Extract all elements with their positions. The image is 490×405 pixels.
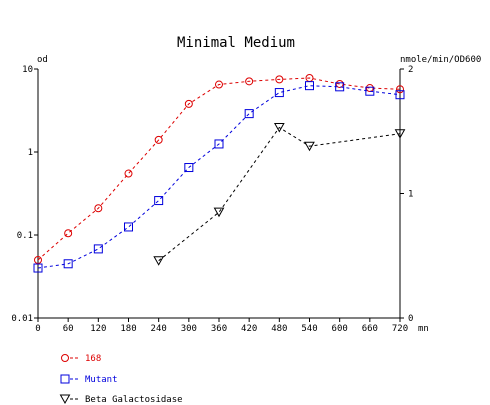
right-axis-unit-label: nmole/min/OD600 [400, 55, 481, 65]
data-point-square [93, 244, 103, 254]
left-tick-label: 0.01 [11, 314, 33, 324]
data-point-square [124, 222, 133, 232]
data-point-square [244, 109, 254, 119]
left-tick-label: 1 [28, 148, 33, 158]
x-tick-label: 120 [90, 324, 106, 334]
data-point-square [154, 196, 164, 206]
x-tick-label: 660 [362, 324, 378, 334]
data-point-circle [94, 204, 103, 213]
data-point-triangle [394, 129, 406, 139]
x-tick-label: 360 [211, 324, 227, 334]
series-layer [33, 73, 406, 273]
x-tick-label: 420 [241, 324, 257, 334]
x-tick-label: 0 [35, 324, 40, 334]
data-point-circle [215, 80, 223, 89]
data-point-circle [34, 255, 42, 264]
data-point-circle [124, 169, 133, 178]
data-point-square [214, 139, 224, 149]
data-point-circle [275, 75, 284, 84]
data-point-circle [64, 229, 73, 238]
data-point-circle [61, 354, 69, 362]
x-tick-label: 600 [332, 324, 348, 334]
x-tick-label: 180 [120, 324, 136, 334]
x-tick-label: 60 [63, 324, 74, 334]
series-line [37, 77, 401, 261]
x-tick-label: 720 [392, 324, 408, 334]
data-point-triangle [304, 141, 315, 152]
data-point-square [335, 82, 345, 92]
left-tick-label: 0.1 [17, 231, 33, 241]
chart-title: Minimal Medium [177, 35, 295, 51]
data-point-square [305, 81, 314, 91]
data-point-square [365, 86, 375, 96]
data-point-triangle [273, 123, 285, 133]
x-tick-label: 300 [181, 324, 197, 334]
series-line [37, 85, 401, 269]
data-point-square [60, 374, 70, 384]
data-point-square [274, 88, 284, 98]
x-axis-unit-label: mn [418, 324, 429, 334]
legend-label: Beta Galactosidase [85, 395, 183, 405]
data-point-triangle [153, 256, 165, 266]
right-tick-label: 2 [408, 65, 413, 75]
data-point-square [63, 259, 73, 269]
legend: 168 Mutant Beta Galactosidase [59, 354, 183, 405]
data-point-circle [154, 135, 163, 144]
data-point-square [395, 90, 405, 100]
x-tick-label: 540 [301, 324, 317, 334]
series-line [158, 126, 401, 262]
data-point-circle [184, 99, 193, 108]
data-point-circle [396, 85, 404, 94]
right-tick-label: 1 [408, 190, 413, 200]
data-point-triangle [59, 394, 71, 405]
data-point-square [33, 263, 43, 273]
data-point-square [184, 163, 194, 173]
axis-ticks: 0 60 120 180 240 300 360 420 480 540 600 660 7200.01… [11, 65, 413, 334]
left-axis-unit-label: od [37, 55, 48, 65]
data-point-circle [245, 77, 254, 86]
left-tick-label: 10 [22, 65, 33, 75]
x-tick-label: 240 [151, 324, 167, 334]
right-tick-label: 0 [408, 314, 413, 324]
legend-label: Mutant [85, 375, 118, 385]
legend-label: 168 [85, 354, 101, 364]
data-point-triangle [213, 207, 225, 218]
x-tick-label: 480 [271, 324, 287, 334]
